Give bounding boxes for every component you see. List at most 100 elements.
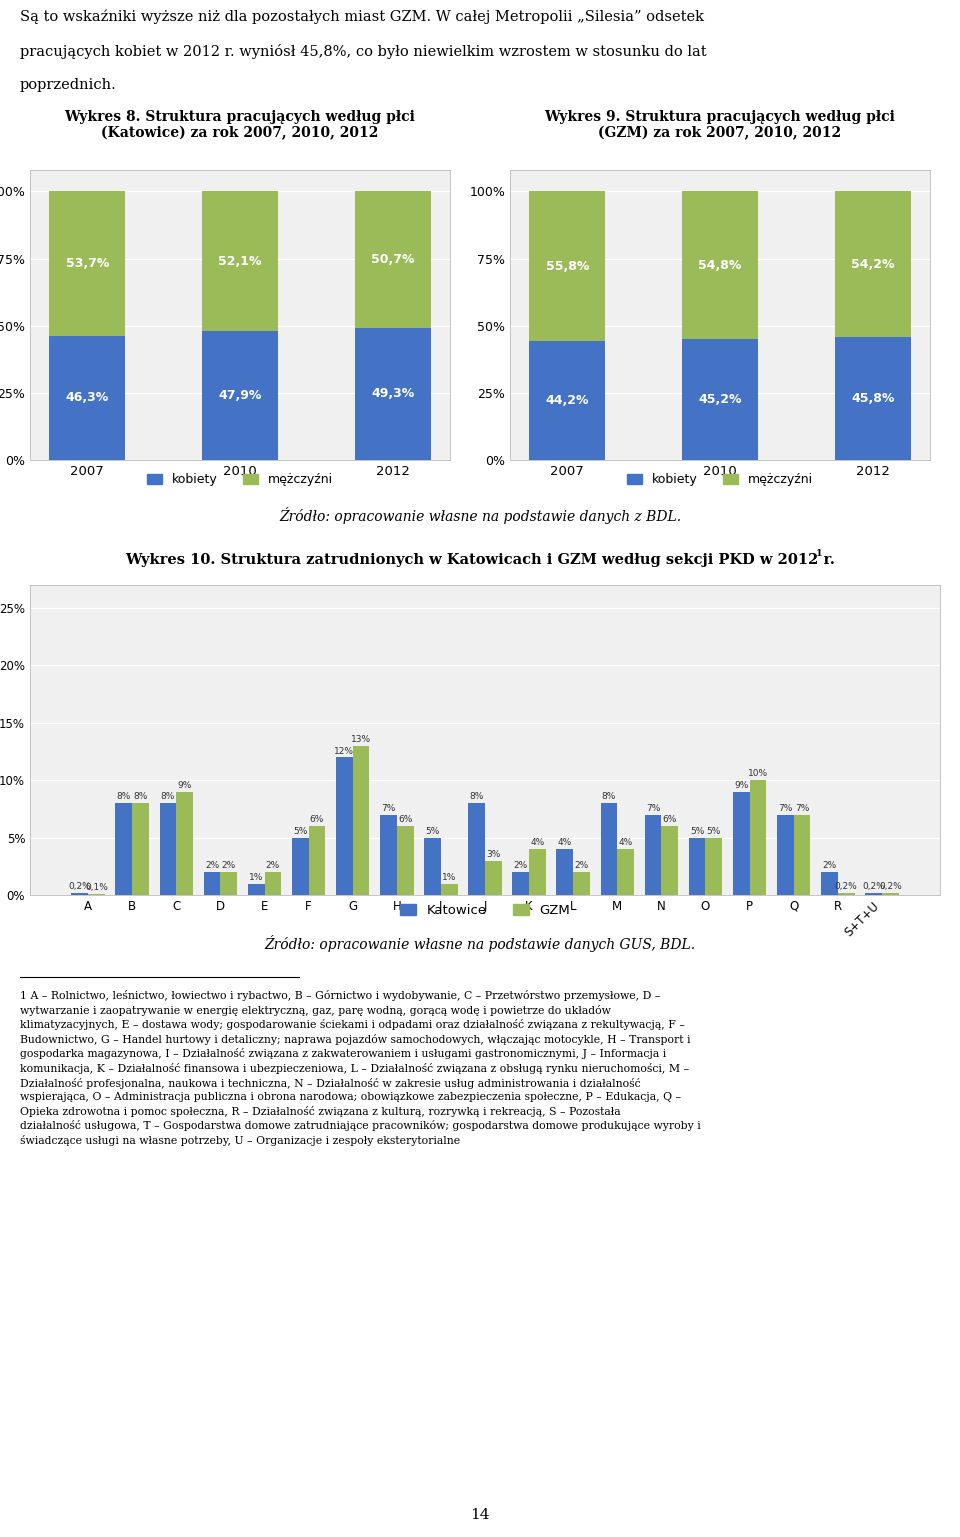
Bar [49, 335, 126, 460]
Bar [49, 192, 126, 335]
Text: 4%: 4% [618, 838, 633, 847]
Text: poprzednich.: poprzednich. [20, 78, 117, 92]
Bar [441, 884, 458, 895]
Bar [71, 893, 88, 895]
Bar [682, 192, 758, 338]
Bar [485, 861, 502, 895]
Bar [706, 838, 722, 895]
Bar [688, 838, 706, 895]
Bar [529, 848, 546, 895]
Text: Źródło: opracowanie własne na podstawie danych z BDL.: Źródło: opracowanie własne na podstawie … [279, 507, 681, 524]
Bar [557, 848, 573, 895]
Text: Wykres 10. Struktura zatrudnionych w Katowicach i GZM według sekcji PKD w 2012 r: Wykres 10. Struktura zatrudnionych w Kat… [125, 553, 835, 567]
Bar [682, 338, 758, 460]
Text: 8%: 8% [469, 793, 484, 801]
Text: 6%: 6% [398, 816, 413, 824]
Text: 10%: 10% [748, 770, 768, 778]
Text: 5%: 5% [293, 827, 307, 836]
Text: 2%: 2% [222, 861, 236, 870]
Text: 2%: 2% [823, 861, 836, 870]
Text: 0,2%: 0,2% [835, 882, 857, 891]
Bar [354, 327, 431, 460]
Bar [292, 838, 308, 895]
Bar [336, 758, 352, 895]
Bar [834, 192, 911, 337]
Bar [513, 871, 529, 895]
Bar [529, 341, 606, 460]
Text: 54,8%: 54,8% [698, 258, 742, 272]
Bar [644, 815, 661, 895]
Text: 1: 1 [816, 549, 823, 558]
Bar [834, 337, 911, 460]
Bar [177, 792, 193, 895]
Bar [352, 745, 370, 895]
Text: 8%: 8% [602, 793, 616, 801]
Text: 1%: 1% [249, 873, 263, 882]
Text: 2%: 2% [266, 861, 280, 870]
Text: 3%: 3% [486, 850, 500, 859]
Text: 5%: 5% [425, 827, 440, 836]
Text: 0,2%: 0,2% [68, 882, 91, 891]
Text: 0,2%: 0,2% [862, 882, 885, 891]
Text: 55,8%: 55,8% [545, 260, 589, 274]
Bar [573, 871, 590, 895]
Bar [159, 804, 177, 895]
Text: 45,8%: 45,8% [851, 392, 895, 406]
Bar [380, 815, 396, 895]
Text: 47,9%: 47,9% [218, 389, 262, 403]
Bar [248, 884, 265, 895]
Bar [661, 825, 678, 895]
Bar [221, 871, 237, 895]
Text: 50,7%: 50,7% [371, 254, 415, 266]
Text: 7%: 7% [779, 804, 793, 813]
Text: 45,2%: 45,2% [698, 393, 742, 406]
Text: 6%: 6% [662, 816, 677, 824]
Text: 52,1%: 52,1% [218, 255, 262, 267]
Text: 7%: 7% [381, 804, 396, 813]
Bar [617, 848, 634, 895]
Text: 0,1%: 0,1% [85, 884, 108, 891]
Bar [794, 815, 810, 895]
Text: 4%: 4% [530, 838, 544, 847]
Text: 6%: 6% [310, 816, 324, 824]
Bar [424, 838, 441, 895]
Text: Wykres 9. Struktura pracujących według płci
(GZM) za rok 2007, 2010, 2012: Wykres 9. Struktura pracujących według p… [544, 111, 896, 140]
Text: 8%: 8% [160, 793, 175, 801]
Text: 14: 14 [470, 1508, 490, 1522]
Bar [202, 192, 278, 332]
Bar [601, 804, 617, 895]
Bar [838, 893, 854, 895]
Bar [777, 815, 794, 895]
Text: 2%: 2% [574, 861, 588, 870]
Text: Wykres 8. Struktura pracujących według płci
(Katowice) za rok 2007, 2010, 2012: Wykres 8. Struktura pracujących według p… [64, 111, 416, 140]
Bar [308, 825, 325, 895]
Text: 0,2%: 0,2% [879, 882, 901, 891]
Text: 7%: 7% [646, 804, 660, 813]
Text: 46,3%: 46,3% [65, 392, 108, 404]
Legend: kobiety, mężczyźni: kobiety, mężczyźni [142, 469, 338, 492]
Text: 2%: 2% [204, 861, 219, 870]
Bar [354, 192, 431, 327]
Bar [132, 804, 149, 895]
Text: 53,7%: 53,7% [65, 257, 109, 271]
Text: 8%: 8% [133, 793, 148, 801]
Text: Są to wskaźniki wyższe niż dla pozostałych miast GZM. W całej Metropolii „Silesi: Są to wskaźniki wyższe niż dla pozostały… [20, 11, 704, 25]
Bar [202, 332, 278, 460]
Bar [529, 192, 606, 341]
Text: 12%: 12% [334, 747, 354, 756]
Bar [115, 804, 132, 895]
Bar [821, 871, 838, 895]
Bar [468, 804, 485, 895]
Text: 8%: 8% [117, 793, 131, 801]
Text: 13%: 13% [351, 735, 372, 744]
Bar [396, 825, 414, 895]
Text: 9%: 9% [734, 781, 749, 790]
Bar [204, 871, 221, 895]
Bar [732, 792, 750, 895]
Text: 49,3%: 49,3% [372, 387, 415, 400]
Bar [882, 893, 899, 895]
Text: 9%: 9% [178, 781, 192, 790]
Text: 54,2%: 54,2% [851, 258, 895, 271]
Legend: kobiety, mężczyźni: kobiety, mężczyźni [622, 469, 818, 492]
Text: 1%: 1% [443, 873, 456, 882]
